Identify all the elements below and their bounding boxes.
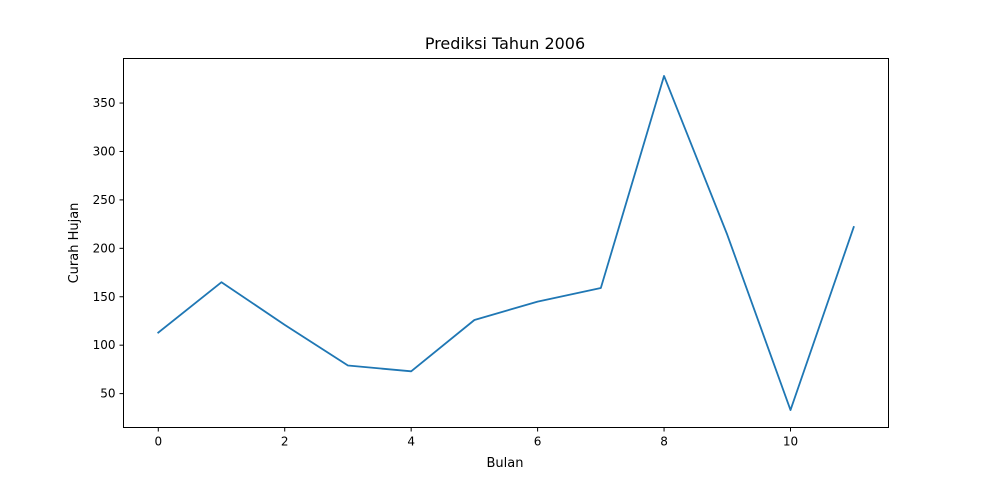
y-tick-label: 200 <box>93 241 116 255</box>
x-tick-label: 2 <box>281 435 289 449</box>
y-axis-label: Curah Hujan <box>67 203 82 284</box>
y-tick-label: 150 <box>93 290 116 304</box>
y-tick-label: 100 <box>93 338 116 352</box>
y-tick-label: 300 <box>93 144 116 158</box>
x-tick-label: 8 <box>660 435 668 449</box>
x-tick-label: 0 <box>154 435 162 449</box>
y-axis-ticks: 50 100 150 200 250 300 350 <box>93 96 124 401</box>
x-axis-ticks: 0 2 4 6 8 10 <box>154 427 798 449</box>
y-tick-label: 50 <box>100 387 115 401</box>
y-tick-label: 250 <box>93 193 116 207</box>
series-layer <box>157 75 855 411</box>
x-axis-label: Bulan <box>487 456 524 471</box>
y-tick-label: 350 <box>93 96 116 110</box>
x-tick-label: 10 <box>783 435 798 449</box>
series-line <box>157 75 855 411</box>
x-tick-label: 4 <box>407 435 415 449</box>
x-tick-label: 6 <box>534 435 542 449</box>
plot-area-frame <box>123 58 889 428</box>
chart-title: Prediksi Tahun 2006 <box>425 34 585 53</box>
